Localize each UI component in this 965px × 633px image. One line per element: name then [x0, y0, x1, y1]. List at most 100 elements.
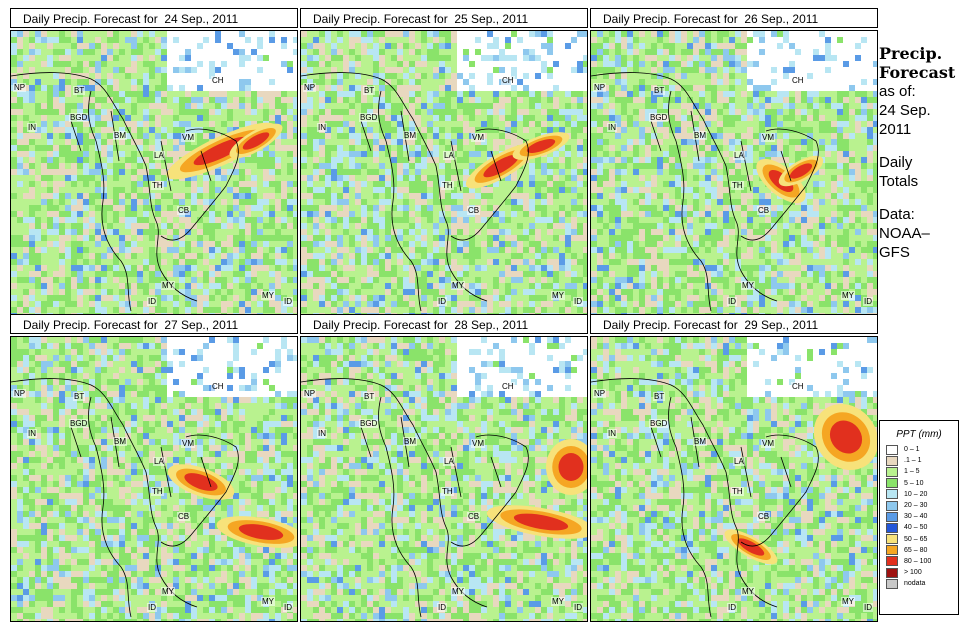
precip-cell [149, 157, 155, 163]
precip-cell [415, 193, 421, 199]
precip-cell [565, 67, 571, 73]
precip-cell [173, 49, 179, 55]
precip-cell [281, 211, 287, 217]
precip-cell [783, 37, 789, 43]
precip-cell [29, 109, 35, 115]
precip-cell [463, 37, 469, 43]
precip-cell [83, 79, 89, 85]
precip-cell [807, 31, 813, 37]
precip-cell [71, 193, 77, 199]
precip-cell [529, 157, 535, 163]
precip-cell [293, 217, 297, 223]
precip-cell [319, 229, 325, 235]
precip-cell [505, 235, 511, 241]
precip-cell [583, 289, 587, 295]
precip-cell [215, 55, 221, 61]
precip-cell [203, 43, 209, 49]
precip-cell [167, 31, 173, 37]
precip-cell [559, 157, 565, 163]
precip-cell [53, 121, 59, 127]
precip-cell [245, 241, 251, 247]
precip-cell [325, 151, 331, 157]
precip-cell [553, 259, 559, 265]
precip-cell [101, 295, 107, 301]
precip-cell [843, 67, 849, 73]
precip-cell [179, 199, 185, 205]
precip-cell [801, 55, 807, 61]
precip-cell [197, 283, 203, 289]
precip-cell [343, 91, 349, 97]
precip-cell [505, 97, 511, 103]
precip-cell [307, 253, 313, 259]
precip-cell [385, 121, 391, 127]
precip-cell [301, 277, 307, 283]
precip-cell [379, 91, 385, 97]
precip-cell [245, 163, 251, 169]
precip-cell [451, 187, 457, 193]
precip-cell [343, 217, 349, 223]
precip-cell [523, 241, 529, 247]
precip-cell [565, 283, 571, 289]
precip-cell [331, 31, 337, 37]
precip-cell [251, 253, 257, 259]
precip-cell [221, 61, 227, 67]
precip-cell [137, 271, 143, 277]
precip-cell [125, 37, 131, 43]
precip-cell [517, 31, 523, 37]
precip-cell [293, 91, 297, 97]
precip-cell [403, 127, 409, 133]
precip-cell [445, 49, 451, 55]
precip-cell [77, 217, 83, 223]
precip-cell [307, 193, 313, 199]
precip-cell [281, 109, 287, 115]
precip-cell [209, 229, 215, 235]
precip-cell [469, 253, 475, 259]
precip-cell [789, 67, 795, 73]
precip-cell [427, 115, 433, 121]
precip-cell [385, 91, 391, 97]
precip-cell [343, 199, 349, 205]
precip-cell [131, 199, 137, 205]
precip-cell [307, 307, 313, 313]
precip-cell [463, 235, 469, 241]
precip-cell [367, 253, 373, 259]
precip-cell [409, 271, 415, 277]
precip-cell [71, 49, 77, 55]
precip-cell [227, 91, 233, 97]
precip-cell [263, 145, 269, 151]
precip-cell [553, 199, 559, 205]
precip-cell [355, 193, 361, 199]
precip-cell [143, 37, 149, 43]
precip-cell [307, 187, 313, 193]
precip-cell [233, 265, 239, 271]
precip-cell [439, 283, 445, 289]
precip-cell [107, 187, 113, 193]
precip-cell [391, 277, 397, 283]
precip-cell [541, 121, 547, 127]
precip-cell [361, 49, 367, 55]
precip-cell [729, 43, 735, 49]
precip-cell [221, 43, 227, 49]
precip-cell [379, 145, 385, 151]
precip-cell [89, 37, 95, 43]
precip-cell [403, 223, 409, 229]
precip-cell [553, 67, 559, 73]
precip-cell [293, 241, 297, 247]
precip-cell [269, 283, 275, 289]
precip-cell [179, 43, 185, 49]
precip-cell [433, 301, 439, 307]
precip-cell [203, 265, 209, 271]
precip-cell [107, 259, 113, 265]
precip-cell [137, 259, 143, 265]
precip-cell [47, 289, 53, 295]
precip-cell [439, 103, 445, 109]
precip-cell [71, 181, 77, 187]
precip-cell [95, 307, 101, 313]
precip-cell [325, 187, 331, 193]
precip-cell [427, 223, 433, 229]
precip-cell [35, 139, 41, 145]
precip-cell [83, 217, 89, 223]
precip-cell [161, 187, 167, 193]
precip-cell [215, 289, 221, 295]
precip-cell [367, 103, 373, 109]
